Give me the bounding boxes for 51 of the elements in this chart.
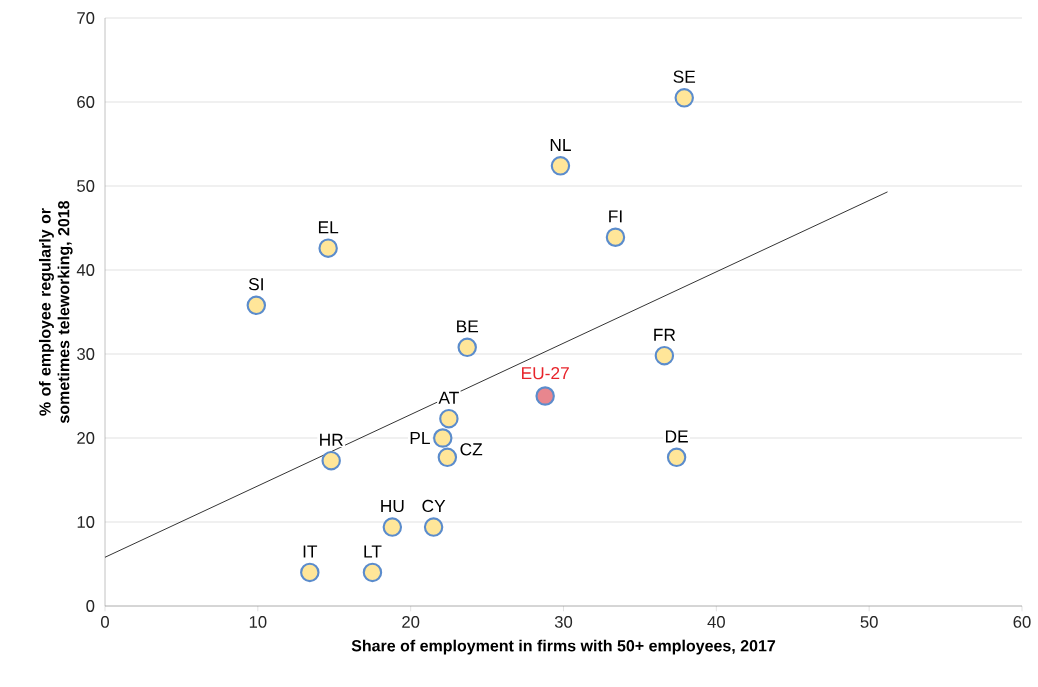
point bbox=[674, 88, 694, 108]
point bbox=[437, 447, 458, 468]
annotation: NL bbox=[550, 138, 571, 151]
point bbox=[457, 337, 477, 358]
y-axis-title: % of employee regularly or sometimes teleworking, 2018 bbox=[38, 200, 73, 424]
y-tick-label: 10 bbox=[77, 516, 95, 528]
point bbox=[433, 428, 453, 448]
point bbox=[535, 386, 555, 406]
annotation: SI bbox=[248, 278, 263, 291]
y-tick-label: 0 bbox=[86, 600, 95, 612]
point bbox=[321, 450, 341, 471]
y-tick-label: 30 bbox=[77, 348, 95, 360]
point bbox=[654, 345, 675, 366]
y-tick-label: 70 bbox=[77, 12, 95, 24]
annotation: CZ bbox=[460, 443, 483, 456]
annotation: HU bbox=[381, 500, 404, 513]
annotation: CY bbox=[422, 499, 446, 513]
x-tick-label: 30 bbox=[554, 616, 573, 628]
y-tick-label: 50 bbox=[77, 180, 95, 192]
point bbox=[362, 562, 383, 583]
point bbox=[423, 517, 444, 537]
series-label: EU-27 bbox=[522, 367, 569, 380]
annotation: IT bbox=[303, 545, 318, 558]
annotation: SE bbox=[673, 70, 696, 83]
point bbox=[666, 447, 687, 468]
annotation: PL bbox=[410, 432, 430, 444]
x-tick-label: 50 bbox=[860, 616, 878, 628]
point bbox=[439, 408, 459, 429]
point bbox=[246, 295, 267, 316]
x-tick-label: 10 bbox=[249, 616, 267, 628]
annotation: FI bbox=[609, 210, 622, 223]
x-tick-label: 0 bbox=[101, 616, 109, 628]
y-tick-label: 60 bbox=[77, 96, 95, 108]
point bbox=[550, 156, 571, 176]
point bbox=[382, 517, 403, 537]
y-tick-label: 20 bbox=[77, 432, 95, 444]
y-tick-label: 40 bbox=[76, 264, 95, 276]
point bbox=[300, 562, 320, 583]
x-tick-label: 60 bbox=[1013, 616, 1031, 628]
annotation: FR bbox=[654, 328, 676, 341]
x-tick-label: 20 bbox=[402, 616, 420, 628]
annotation: EL bbox=[318, 221, 339, 234]
annotation: DE bbox=[665, 430, 688, 443]
point bbox=[605, 227, 626, 247]
annotation: LT bbox=[364, 545, 382, 558]
annotation: HR bbox=[320, 433, 343, 446]
x-tick-label: 40 bbox=[707, 616, 725, 628]
x-axis-title: Share of employment in firms with 50+ employees, 2017 bbox=[351, 639, 776, 655]
annotation: BE bbox=[457, 320, 479, 333]
point bbox=[318, 238, 338, 258]
annotation: AT bbox=[438, 391, 459, 404]
